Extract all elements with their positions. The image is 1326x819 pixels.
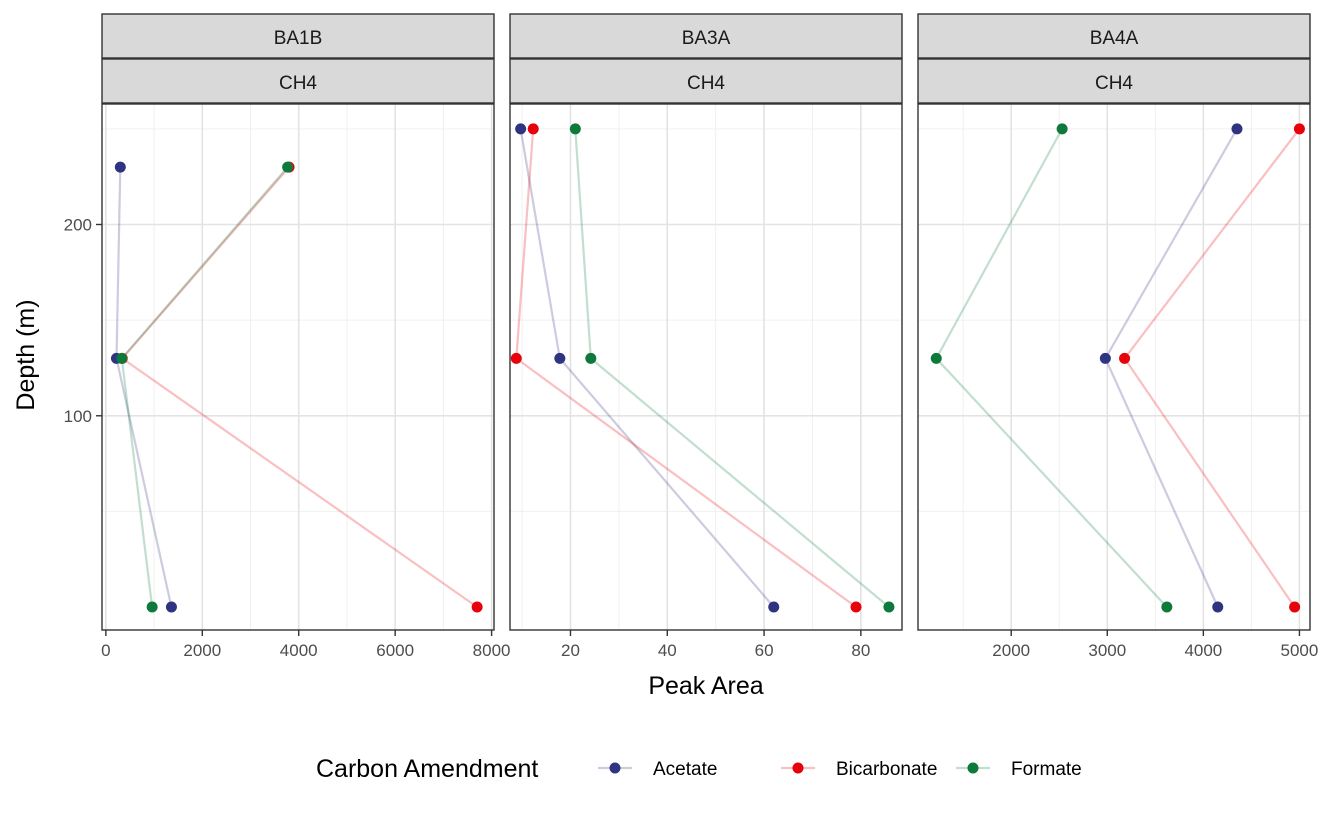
data-point-formate [282,161,294,173]
x-tick-label: 4000 [1184,641,1222,660]
y-axis-title: Depth (m) [12,299,40,410]
panel-ba3a: BA3A CH4 20 40 60 80 [509,13,903,660]
panel-border [917,103,1311,631]
x-tick-label: 0 [101,641,110,660]
facet-strip-bg [917,13,1311,59]
data-point-acetate [1099,352,1111,364]
data-point-formate [116,352,128,364]
facet-strip-bg [509,13,903,59]
x-tick-label: 40 [658,641,677,660]
data-point-formate [569,123,581,135]
data-point-bicarbonate [850,601,862,613]
y-tick-label: 100 [64,407,92,426]
y-axis: 100 200 [64,216,102,426]
facet-strip-label: BA1B [274,28,323,49]
facet-strip-bg [101,13,495,59]
facet-row-strip-label: CH4 [687,73,725,94]
x-tick-label: 2000 [992,641,1030,660]
legend-key-point [967,762,979,774]
x-tick-label: 5000 [1281,641,1319,660]
panel-border [101,103,495,631]
data-point-bicarbonate [1293,123,1305,135]
data-point-formate [930,352,942,364]
data-point-acetate [1231,123,1243,135]
data-point-formate [883,601,895,613]
x-tick-label: 80 [851,641,870,660]
panel-ba1b: BA1B CH4 0 2000 4000 6000 8000 [101,13,511,660]
facet-strip-label: BA4A [1090,28,1139,49]
data-point-bicarbonate [1119,352,1131,364]
legend-label: Bicarbonate [836,759,937,780]
x-tick-label: 8000 [473,641,511,660]
legend-label: Acetate [653,759,717,780]
facet-strip-label: BA3A [682,28,731,49]
data-point-acetate [768,601,780,613]
x-tick-label: 4000 [280,641,318,660]
x-axis-title: Peak Area [648,672,763,700]
facet-row-strip-bg [101,58,495,104]
facet-row-strip-bg [917,58,1311,104]
data-point-acetate [515,123,527,135]
data-point-bicarbonate [471,601,483,613]
data-point-formate [1056,123,1068,135]
facet-row-strip-label: CH4 [279,73,317,94]
data-point-acetate [165,601,177,613]
legend-item-bicarbonate: Bicarbonate [781,759,937,780]
x-tick-label: 3000 [1088,641,1126,660]
y-tick-label: 200 [64,216,92,235]
legend-item-formate: Formate [956,759,1082,780]
legend-label: Formate [1011,759,1082,780]
x-tick-label: 2000 [183,641,221,660]
data-point-formate [146,601,158,613]
legend-item-acetate: Acetate [598,759,717,780]
panel-background [918,104,1310,630]
x-tick-label: 60 [755,641,774,660]
legend-title: Carbon Amendment [316,755,538,783]
legend-key-point [609,762,621,774]
facet-row-strip-label: CH4 [1095,73,1133,94]
panel-ba4a: BA4A CH4 2000 3000 4000 5000 [917,13,1319,660]
panel-border [509,103,903,631]
x-tick-label: 6000 [376,641,414,660]
panel-background [510,104,902,630]
data-point-bicarbonate [527,123,539,135]
data-point-acetate [554,352,566,364]
data-point-formate [1161,601,1173,613]
data-point-bicarbonate [510,352,522,364]
data-point-bicarbonate [1289,601,1301,613]
legend: Carbon Amendment Acetate Bicarbonate Forma… [316,755,1082,783]
facet-row-strip-bg [509,58,903,104]
data-point-acetate [1212,601,1224,613]
x-tick-label: 20 [561,641,580,660]
legend-key-point [792,762,804,774]
data-point-formate [585,352,597,364]
data-point-acetate [114,161,126,173]
